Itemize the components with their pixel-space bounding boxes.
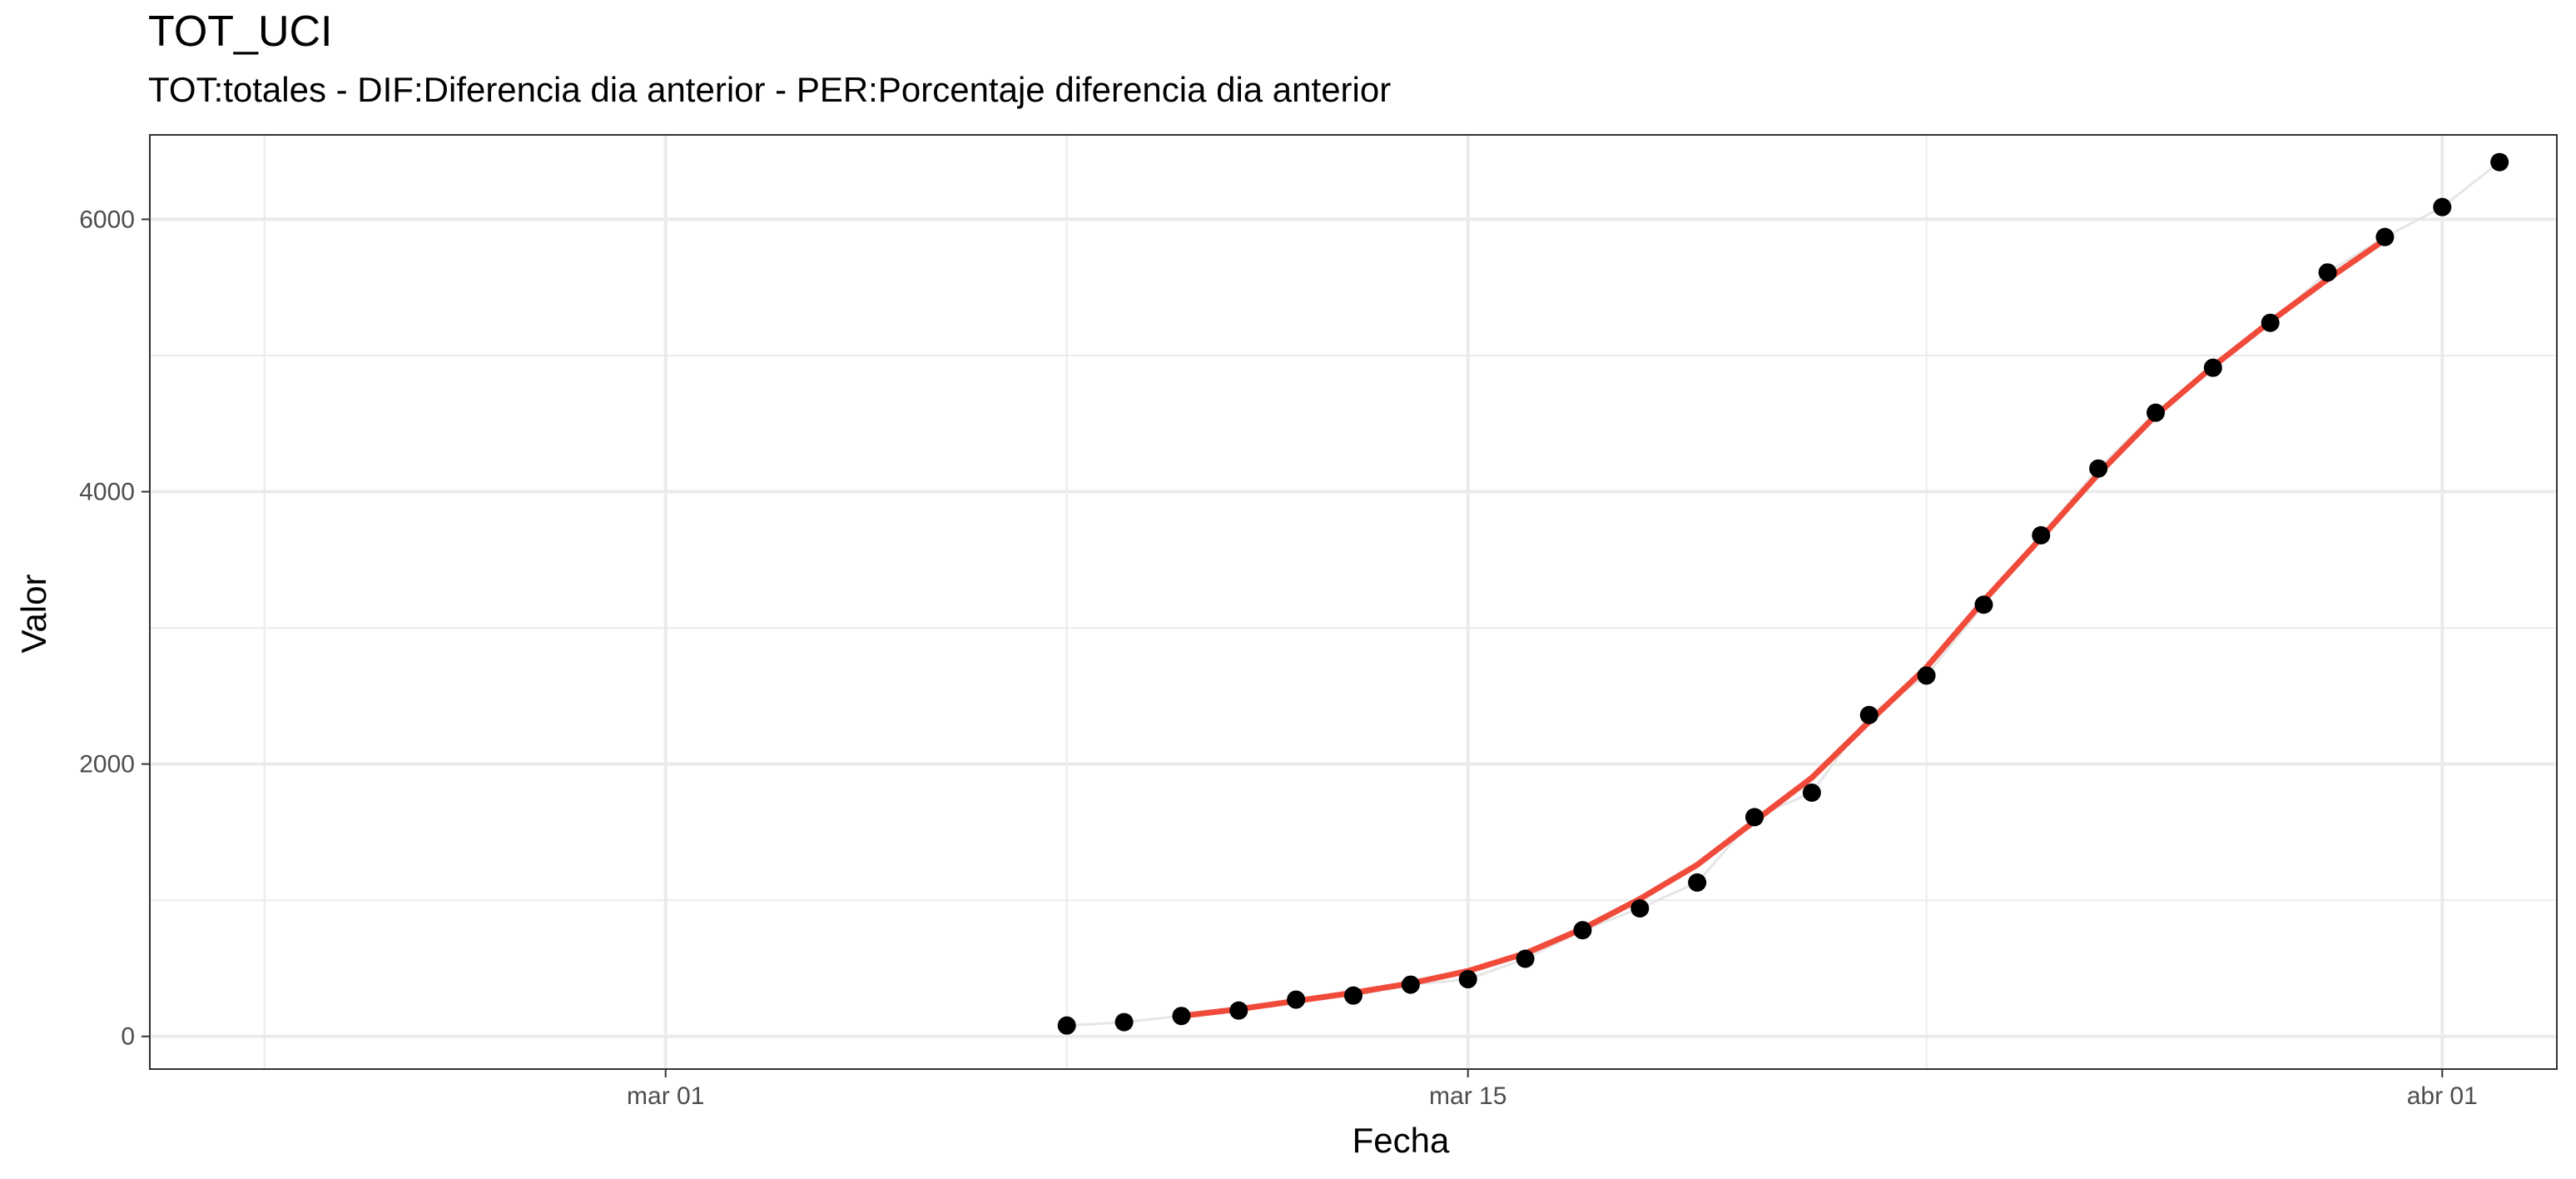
data-point (2375, 227, 2395, 246)
point-connector-line (1066, 161, 2501, 1027)
data-point (1917, 666, 1936, 685)
data-point (2147, 403, 2165, 422)
data-point (1745, 808, 1764, 827)
data-point (1458, 970, 1477, 989)
data-point (2318, 263, 2337, 282)
data-point (1802, 783, 1821, 802)
data-point (1172, 1007, 1191, 1026)
x-tick-label: mar 15 (1429, 1082, 1506, 1110)
data-point (2433, 197, 2452, 216)
trend-line (1178, 236, 2388, 1019)
data-point (1630, 899, 1650, 918)
x-axis-title: Fecha (1353, 1121, 1450, 1160)
x-tick-label: abr 01 (2407, 1082, 2478, 1110)
panel-border (149, 134, 2558, 1070)
chart-title: TOT_UCI (148, 7, 333, 56)
data-point (1516, 949, 1535, 968)
data-point (1688, 873, 1707, 892)
data-point (1859, 705, 1879, 724)
y-tick-label: 6000 (79, 206, 135, 233)
connector-line (1066, 161, 2501, 1027)
data-point (1344, 986, 1362, 1005)
data-point (1057, 1016, 1076, 1035)
data-point (1114, 1012, 1134, 1032)
data-point (1573, 921, 1592, 940)
data-point (2032, 525, 2051, 545)
data-point (1287, 990, 1306, 1009)
grid-lines (150, 135, 2557, 1069)
data-points (1057, 152, 2509, 1035)
trend-line-layer (1178, 236, 2388, 1019)
data-point (2261, 313, 2280, 332)
data-point (1974, 595, 1993, 614)
chart-subtitle: TOT:totales - DIF:Diferencia dia anterio… (148, 70, 1392, 109)
y-tick-label: 2000 (79, 751, 135, 779)
x-tick-label: mar 01 (627, 1082, 704, 1110)
data-point (2203, 358, 2222, 377)
y-tick-label: 4000 (79, 479, 135, 506)
axes: 0 2000 4000 6000 mar 01 mar 15 abr 01 (79, 206, 2478, 1110)
data-point (2490, 152, 2509, 172)
data-point (2089, 459, 2108, 478)
data-point (1229, 1001, 1248, 1020)
y-tick-label: 0 (121, 1023, 135, 1051)
data-point (1401, 975, 1420, 994)
y-axis-title: Valor (14, 575, 53, 654)
